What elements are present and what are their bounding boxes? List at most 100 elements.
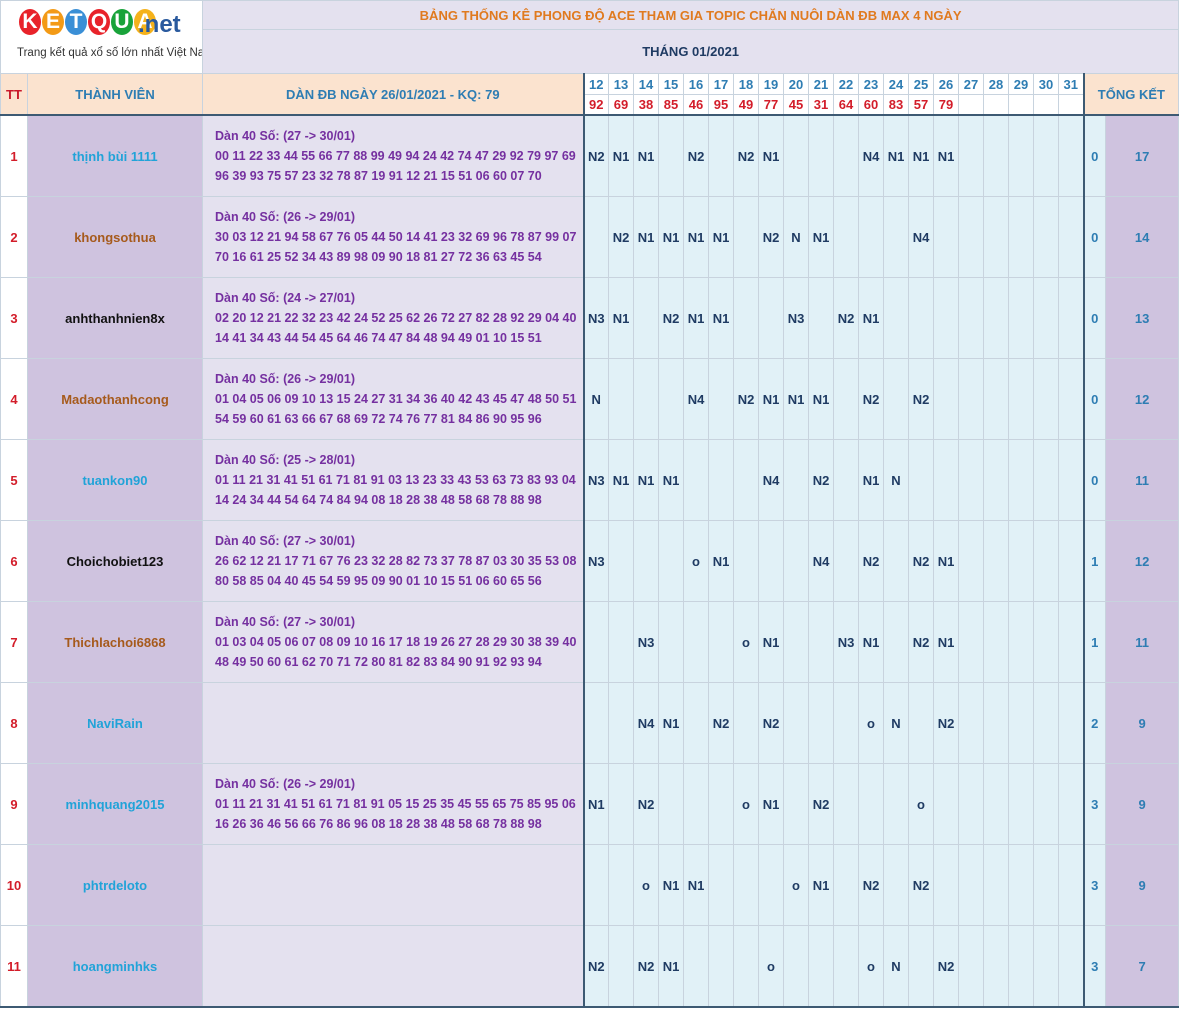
mark-cell xyxy=(783,682,809,764)
mark-cell: N3 xyxy=(582,277,609,359)
mark-cell xyxy=(608,601,634,683)
mark-cell xyxy=(1058,439,1085,521)
mark-cell: N1 xyxy=(783,358,809,440)
day-header: 21 xyxy=(808,73,834,95)
mark-cell xyxy=(683,682,709,764)
mark-cell xyxy=(933,844,959,926)
mark-cell xyxy=(883,601,909,683)
dan-cell: Dàn 40 Số: (26 -> 29/01) 01 11 21 31 41 5… xyxy=(202,763,584,845)
summary-total: 17 xyxy=(1104,114,1179,197)
mark-cell xyxy=(1058,114,1085,197)
member-name[interactable]: thịnh bùi 1111 xyxy=(27,114,203,197)
mark-cell xyxy=(808,114,834,197)
summary-count: 1 xyxy=(1083,601,1106,683)
mark-cell xyxy=(708,925,734,1008)
mark-cell: N2 xyxy=(908,520,934,602)
mark-cell xyxy=(983,763,1009,845)
mark-cell: N xyxy=(883,439,909,521)
mark-cell: N1 xyxy=(608,277,634,359)
member-name[interactable]: minhquang2015 xyxy=(27,763,203,845)
result-cell: 38 xyxy=(633,94,659,116)
row-number: 9 xyxy=(0,763,28,845)
member-name[interactable]: phtrdeloto xyxy=(27,844,203,926)
member-name[interactable]: tuankon90 xyxy=(27,439,203,521)
mark-cell xyxy=(733,196,759,278)
mark-cell xyxy=(683,925,709,1008)
member-name[interactable]: NaviRain xyxy=(27,682,203,764)
day-header: 28 xyxy=(983,73,1009,95)
dan-numbers: 01 11 21 31 41 51 61 71 81 91 05 15 25 3… xyxy=(215,797,576,831)
table-row: 10 phtrdeloto o N1 N1 o N1 N2 N2 3 9 xyxy=(0,844,1179,926)
summary-total: 9 xyxy=(1104,763,1179,845)
mark-cell xyxy=(958,520,984,602)
row-number: 6 xyxy=(0,520,28,602)
mark-cell xyxy=(783,763,809,845)
mark-cell xyxy=(708,763,734,845)
mark-cell xyxy=(983,277,1009,359)
mark-cell xyxy=(1008,114,1034,197)
mark-cell xyxy=(833,682,859,764)
mark-cell xyxy=(1058,682,1085,764)
dan-title: Dàn 40 Số: (27 -> 30/01) xyxy=(215,615,355,629)
mark-cell xyxy=(933,439,959,521)
logo-letter: Q xyxy=(88,9,110,35)
mark-cell xyxy=(1058,925,1085,1008)
mark-cell xyxy=(983,196,1009,278)
result-cell: 46 xyxy=(683,94,709,116)
mark-cell: N3 xyxy=(582,439,609,521)
mark-cell xyxy=(983,601,1009,683)
member-name[interactable]: Thichlachoi6868 xyxy=(27,601,203,683)
mark-cell xyxy=(883,277,909,359)
mark-cell: N1 xyxy=(683,196,709,278)
summary-total: 12 xyxy=(1104,358,1179,440)
mark-cell xyxy=(1008,925,1034,1008)
member-name[interactable]: Choichobiet123 xyxy=(27,520,203,602)
summary-total: 13 xyxy=(1104,277,1179,359)
mark-cell: N1 xyxy=(582,763,609,845)
mark-cell: N2 xyxy=(758,196,784,278)
mark-cell: N1 xyxy=(658,682,684,764)
dan-cell: Dàn 40 Số: (27 -> 30/01) 00 11 22 33 44 5… xyxy=(202,114,584,197)
summary-total: 11 xyxy=(1104,439,1179,521)
row-number: 4 xyxy=(0,358,28,440)
mark-cell: N2 xyxy=(733,358,759,440)
mark-cell xyxy=(833,520,859,602)
member-name[interactable]: anhthanhnien8x xyxy=(27,277,203,359)
mark-cell xyxy=(1008,601,1034,683)
dan-cell: Dàn 40 Số: (25 -> 28/01) 01 11 21 31 41 5… xyxy=(202,439,584,521)
mark-cell xyxy=(883,520,909,602)
mark-cell xyxy=(958,358,984,440)
dan-cell xyxy=(202,682,584,764)
mark-cell: N2 xyxy=(633,763,659,845)
mark-cell: N2 xyxy=(858,358,884,440)
mark-cell: N3 xyxy=(833,601,859,683)
mark-cell: N1 xyxy=(758,601,784,683)
mark-cell: N1 xyxy=(758,358,784,440)
summary-total: 9 xyxy=(1104,844,1179,926)
mark-cell: N xyxy=(883,925,909,1008)
member-name[interactable]: Madaothanhcong xyxy=(27,358,203,440)
dan-title: Dàn 40 Số: (27 -> 30/01) xyxy=(215,534,355,548)
col-header-tt: TT xyxy=(0,73,28,116)
summary-count: 0 xyxy=(1083,196,1106,278)
result-cell: 79 xyxy=(933,94,959,116)
mark-cell: N1 xyxy=(858,439,884,521)
table-row: 11 hoangminhks N2 N2 N1 o o N N2 3 7 xyxy=(0,925,1179,1008)
mark-cell xyxy=(633,520,659,602)
col-header-dan: DÀN ĐB NGÀY 26/01/2021 - KQ: 79 xyxy=(202,73,584,116)
member-name[interactable]: hoangminhks xyxy=(27,925,203,1008)
mark-cell xyxy=(833,439,859,521)
mark-cell xyxy=(658,520,684,602)
mark-cell: N2 xyxy=(833,277,859,359)
result-cell xyxy=(1008,94,1034,116)
member-name[interactable]: khongsothua xyxy=(27,196,203,278)
result-cell: 31 xyxy=(808,94,834,116)
mark-cell: N4 xyxy=(808,520,834,602)
mark-cell xyxy=(633,277,659,359)
mark-cell xyxy=(958,114,984,197)
mark-cell xyxy=(808,682,834,764)
mark-cell: N4 xyxy=(858,114,884,197)
mark-cell xyxy=(708,358,734,440)
